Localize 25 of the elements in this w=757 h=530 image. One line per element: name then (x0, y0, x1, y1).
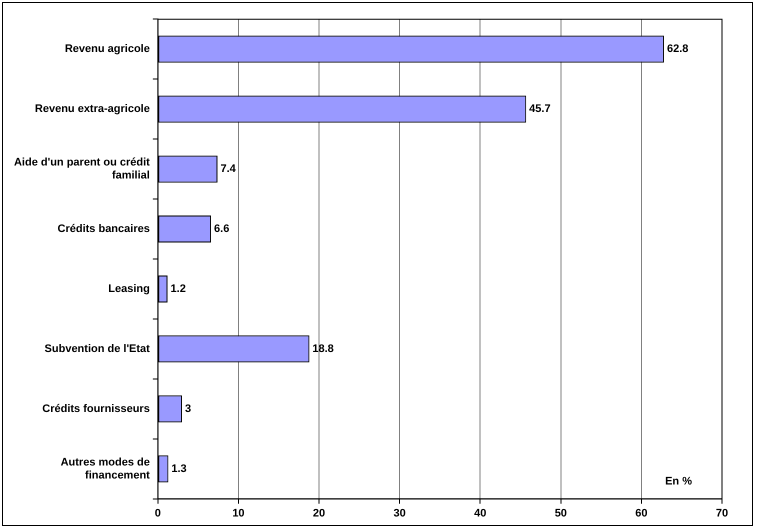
data-label: 7.4 (220, 163, 237, 176)
x-tick-label: 70 (716, 507, 728, 520)
x-tick-label: 40 (474, 507, 486, 520)
data-label: 3 (185, 402, 192, 415)
y-tick-label: Crédits bancaires (58, 223, 150, 236)
y-tick-label: Autres modes de financement (60, 456, 150, 482)
x-tick-label: 50 (554, 507, 567, 520)
annotation: En % (665, 475, 692, 488)
y-tick-label: Revenu extra-agricole (34, 103, 150, 116)
data-label: 1.2 (170, 283, 186, 296)
x-tick-label: 0 (154, 507, 161, 520)
y-tick-label: Subvention de l'Etat (44, 342, 150, 355)
x-tick-label: 10 (232, 507, 245, 520)
data-label: 1.3 (171, 462, 187, 475)
y-tick-label: Aide d'un parent ou crédit familial (14, 156, 150, 182)
y-tick-label: Revenu agricole (64, 43, 150, 56)
x-tick-label: 60 (635, 507, 648, 520)
y-tick-label: Leasing (108, 283, 150, 296)
x-tick-label: 30 (394, 507, 406, 520)
data-label: 6.6 (214, 223, 230, 236)
x-tick-label: 20 (312, 507, 326, 520)
data-label: 62.8 (666, 43, 688, 56)
y-tick-label: Crédits fournisseurs (42, 402, 150, 415)
data-label: 18.8 (312, 342, 334, 355)
data-label: 45.7 (529, 103, 551, 116)
